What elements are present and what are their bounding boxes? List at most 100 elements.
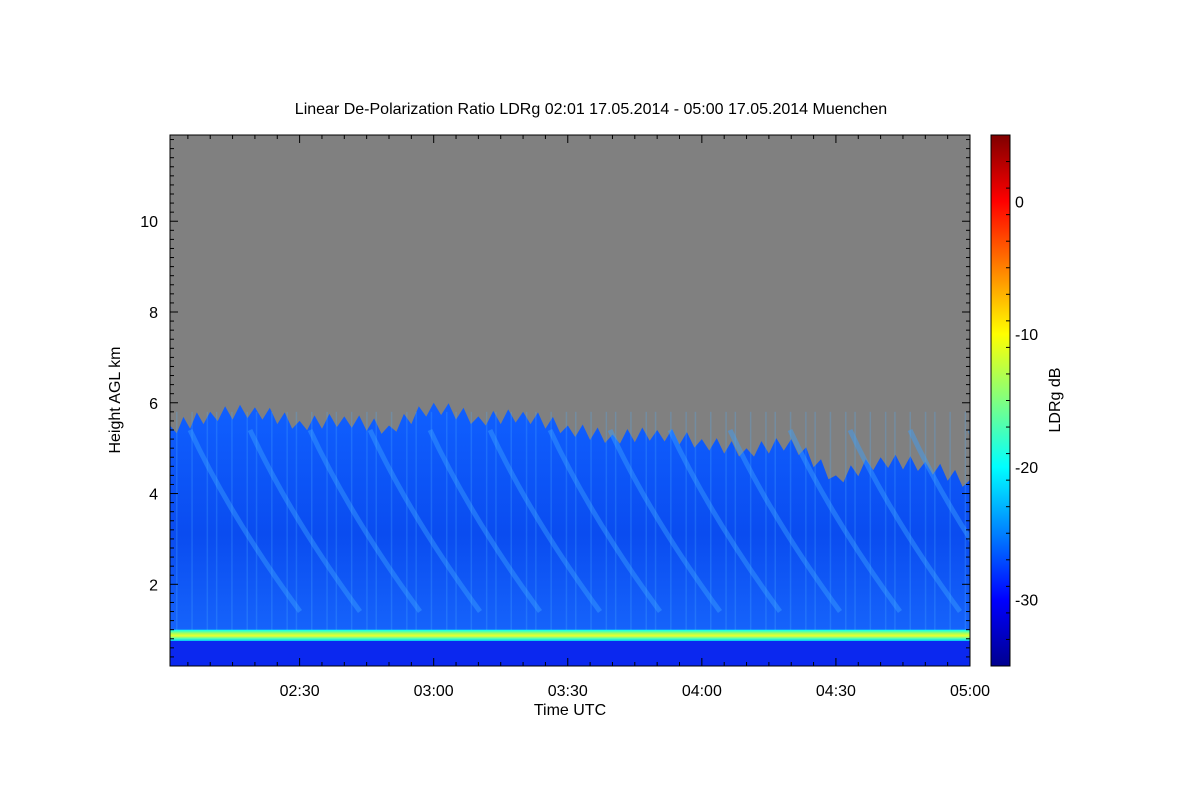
profile-stripe xyxy=(749,411,752,666)
profile-stripe xyxy=(525,411,528,666)
fall-streak xyxy=(967,430,970,436)
profile-stripe xyxy=(455,411,457,666)
aerosol-cloud-region xyxy=(170,402,970,666)
profile-stripe xyxy=(176,411,178,666)
profile-stripe xyxy=(366,411,368,666)
profile-stripe xyxy=(934,411,936,666)
colorbar-tick-label: -20 xyxy=(1015,460,1038,477)
profile-stripe xyxy=(765,411,767,666)
profile-stripe xyxy=(535,411,537,666)
profile-stripe xyxy=(335,411,338,666)
profile-stripe xyxy=(590,411,592,666)
profile-stripe xyxy=(884,411,887,666)
profile-stripe xyxy=(311,411,313,666)
x-tick-label: 02:30 xyxy=(280,683,320,700)
profile-stripe xyxy=(924,411,927,666)
fall-streak xyxy=(847,428,963,614)
plot-frame xyxy=(169,134,971,667)
fall-streak xyxy=(487,428,603,614)
y-tick-label: 4 xyxy=(149,487,158,504)
profile-stripe xyxy=(909,411,911,666)
profile-stripe xyxy=(255,411,258,666)
fall-streak xyxy=(607,428,723,614)
profile-stripe xyxy=(390,411,393,666)
profile-stripe xyxy=(350,411,353,666)
profile-stripe xyxy=(286,411,288,666)
x-tick-label: 04:30 xyxy=(816,683,856,700)
profile-stripe xyxy=(430,411,433,666)
y-axis-label: Height AGL km xyxy=(107,346,124,453)
profile-stripe xyxy=(231,411,233,666)
profile-stripe xyxy=(485,411,488,666)
fall-streak xyxy=(247,428,363,614)
profile-stripe xyxy=(654,411,657,666)
heatmap-layer xyxy=(170,402,970,666)
profile-stripe xyxy=(406,411,408,666)
x-axis: 02:30 03:00 03:30 04:00 04:30 05:00 xyxy=(169,135,990,700)
x-tick-label: 05:00 xyxy=(950,683,990,700)
profile-stripe xyxy=(894,411,896,666)
profile-stripe xyxy=(869,411,872,666)
profile-stripe xyxy=(605,411,608,666)
fall-streak xyxy=(307,428,423,614)
colorbar-tick-label: 0 xyxy=(1015,194,1024,211)
colorbar-label: LDRg dB xyxy=(1047,368,1064,433)
profile-stripe xyxy=(734,411,737,666)
profile-stripe xyxy=(415,411,417,666)
fall-streak xyxy=(907,428,970,544)
profile-stripe xyxy=(295,411,298,666)
y-tick-label: 6 xyxy=(149,396,158,413)
profile-stripe xyxy=(614,411,617,666)
fall-streak xyxy=(727,428,843,614)
profile-stripe xyxy=(575,411,577,666)
profile-stripe xyxy=(271,411,273,666)
boundary-layer-band xyxy=(170,629,970,641)
profile-stripe xyxy=(814,411,816,666)
profile-stripe xyxy=(670,411,672,666)
y-tick-label: 2 xyxy=(149,577,158,594)
profile-stripe xyxy=(565,411,568,666)
profile-stripe xyxy=(774,411,776,666)
profile-stripe xyxy=(375,411,377,666)
fall-streak xyxy=(187,428,303,614)
colorbar-tick-label: -30 xyxy=(1015,593,1038,610)
profile-stripe xyxy=(630,411,632,666)
profile-stripe xyxy=(829,411,832,666)
colorbar-axis: 0 -10 -20 -30 xyxy=(1006,134,1038,667)
profile-stripe xyxy=(789,411,792,666)
profile-stripe xyxy=(326,411,328,666)
y-axis: 2 4 6 8 10 xyxy=(140,139,970,667)
profile-stripe xyxy=(550,411,552,666)
y-tick-label: 8 xyxy=(149,305,158,322)
x-tick-label: 03:30 xyxy=(548,683,588,700)
profile-stripe xyxy=(725,411,727,666)
profile-stripe xyxy=(510,411,512,666)
profile-stripe xyxy=(694,411,697,666)
x-tick-label: 03:00 xyxy=(414,683,454,700)
profile-stripe xyxy=(645,411,647,666)
profile-stripe xyxy=(845,411,847,666)
x-axis-label: Time UTC xyxy=(534,702,606,719)
chart-title: Linear De-Polarization Ratio LDRg 02:01 … xyxy=(295,101,887,118)
profile-stripe xyxy=(710,411,712,666)
profile-stripe xyxy=(964,411,967,666)
profile-stripe xyxy=(470,411,473,666)
profile-stripe xyxy=(685,411,687,666)
profile-stripe xyxy=(495,411,497,666)
profile-stripe xyxy=(191,411,193,666)
profile-stripe xyxy=(854,411,856,666)
fall-streak xyxy=(667,428,783,614)
fall-streak xyxy=(367,428,483,614)
profile-stripe xyxy=(949,411,951,666)
colorbar-tick-label: -10 xyxy=(1015,327,1038,344)
profile-stripe xyxy=(446,411,448,666)
profile-stripe xyxy=(246,411,248,666)
profile-stripe xyxy=(206,411,209,666)
fall-streak xyxy=(547,428,663,614)
x-tick-label: 04:00 xyxy=(682,683,722,700)
fall-streak xyxy=(787,428,903,614)
profile-stripe xyxy=(805,411,807,666)
profile-stripe xyxy=(215,411,218,666)
near-surface-layer xyxy=(170,641,970,666)
